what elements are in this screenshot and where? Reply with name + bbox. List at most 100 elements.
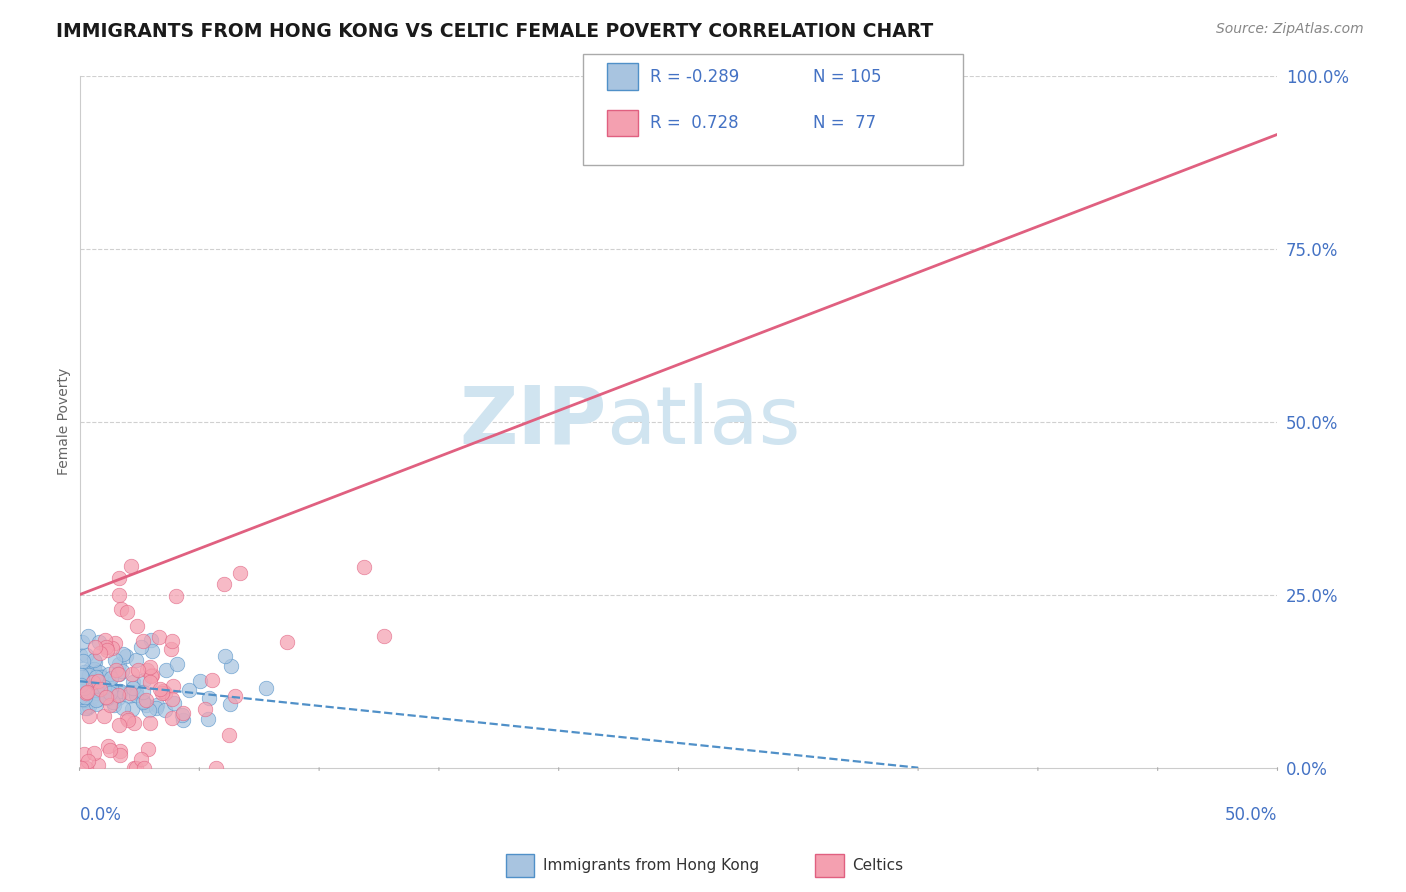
Point [70,634,93,648]
Point [83,746,105,760]
Point [108,657,131,671]
Point [90,670,112,684]
Point [108,684,131,698]
Point [190,673,212,688]
Point [84,686,107,700]
Point [120,558,142,573]
Point [69,761,91,775]
Point [145,698,167,713]
Point [75,684,97,698]
Point [353,560,375,574]
Point [150,685,173,699]
Point [83,680,105,694]
Point [96,739,118,754]
Point [84,640,107,655]
Point [122,761,145,775]
Point [139,715,162,730]
Point [214,649,236,664]
Point [75,648,97,662]
Text: Source: ZipAtlas.com: Source: ZipAtlas.com [1216,22,1364,37]
Text: R =  0.728: R = 0.728 [650,114,738,132]
Point [107,690,129,705]
Point [75,685,97,699]
Point [75,700,97,714]
Point [96,640,118,654]
Point [194,701,217,715]
Point [98,743,121,757]
Point [101,641,124,656]
Point [152,684,174,698]
Point [212,577,235,591]
Point [110,686,132,700]
Point [73,690,96,704]
Point [87,691,110,706]
Point [76,701,98,715]
Point [197,712,219,726]
Point [69,667,91,681]
Point [160,711,183,725]
Point [117,713,139,727]
Point [86,686,108,700]
Point [134,761,156,775]
Point [72,665,94,679]
Point [104,653,127,667]
Point [79,662,101,676]
Point [83,653,105,667]
Point [125,685,148,699]
Point [73,747,96,762]
Point [155,702,177,716]
Point [218,727,240,741]
Point [97,667,120,681]
Point [125,652,148,666]
Point [139,632,162,647]
Point [129,640,152,654]
Point [76,685,98,699]
Point [89,669,111,683]
Point [110,744,132,758]
Point [103,695,125,709]
Point [201,673,224,687]
Point [141,644,163,658]
Point [112,701,135,715]
Point [89,646,111,660]
Point [96,643,118,657]
Point [72,680,94,694]
Point [162,696,184,710]
Point [115,711,138,725]
Point [93,689,115,703]
Point [77,688,100,702]
Point [100,684,122,698]
Text: ZIP: ZIP [460,383,606,460]
Point [84,655,107,669]
Point [165,590,187,604]
Point [77,673,100,687]
Point [108,684,131,698]
Point [77,754,100,768]
Point [87,758,110,772]
Point [219,659,242,673]
Point [139,660,162,674]
Point [73,680,96,694]
Point [127,663,149,677]
Point [70,678,93,692]
Point [204,761,226,775]
Point [121,667,143,681]
Point [76,681,98,695]
Point [77,683,100,698]
Text: 0.0%: 0.0% [80,805,121,824]
Point [160,642,183,657]
Point [72,654,94,668]
Point [145,700,167,714]
Point [86,683,108,698]
Point [77,699,100,714]
Point [86,692,108,706]
Point [125,761,148,775]
Point [138,703,160,717]
Point [84,677,107,691]
Point [122,715,145,730]
Point [96,690,118,705]
Point [89,681,111,696]
Text: IMMIGRANTS FROM HONG KONG VS CELTIC FEMALE POVERTY CORRELATION CHART: IMMIGRANTS FROM HONG KONG VS CELTIC FEMA… [56,22,934,41]
Point [115,648,138,663]
Point [136,663,159,677]
